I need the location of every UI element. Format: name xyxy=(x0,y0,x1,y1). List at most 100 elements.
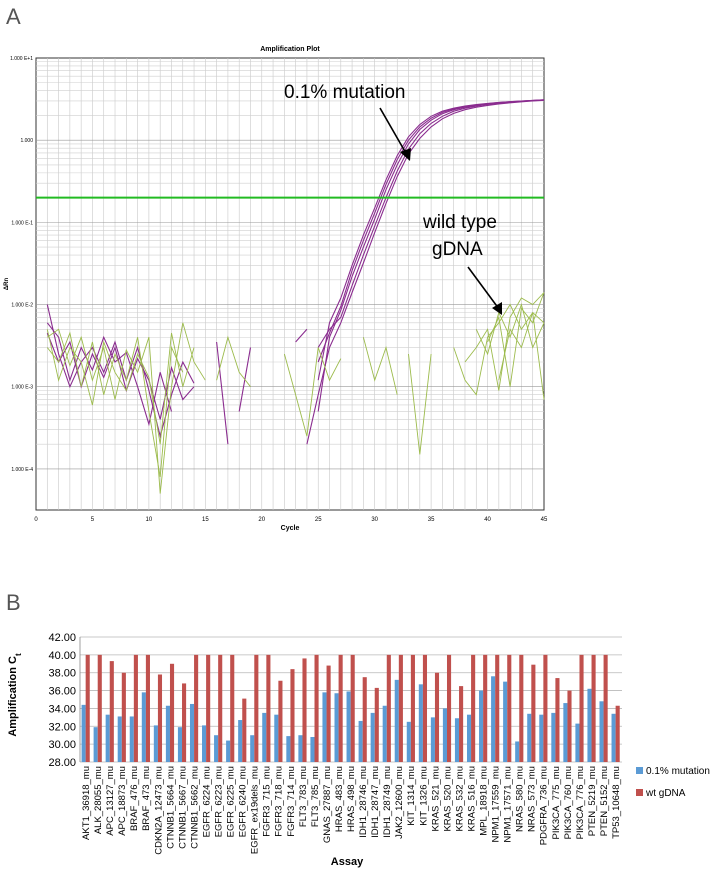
bar-mutation xyxy=(563,703,568,762)
bars-b xyxy=(81,654,620,762)
y-axis-label-b: Amplification Ct xyxy=(7,653,23,737)
category-label: CTNNB1_5667_mu xyxy=(177,766,188,849)
panel-label-b: B xyxy=(6,590,21,615)
y-tick-label-b: 30.00 xyxy=(48,739,76,751)
y-tick-label-a: 1.000 E-1 xyxy=(11,220,33,226)
bar-mutation xyxy=(454,718,460,762)
category-label: KRAS_516_mu xyxy=(466,766,477,831)
bar-mutation xyxy=(274,714,279,762)
bar-mutation xyxy=(189,703,195,762)
bar-wt-gdna xyxy=(182,683,187,762)
arrow-mutation xyxy=(379,107,408,156)
category-label: NRAS_573_mu xyxy=(527,766,538,832)
bar-wt-gdna xyxy=(386,654,391,762)
legend-label: wt gDNA xyxy=(645,788,686,799)
bar-mutation xyxy=(370,712,375,762)
bar-wt-gdna xyxy=(338,654,343,762)
y-tick-label-a: 1.000 E-4 xyxy=(11,467,33,473)
legend-swatch xyxy=(636,789,643,796)
arrow-wild-type xyxy=(467,266,500,310)
bar-mutation xyxy=(503,681,508,762)
bar-wt-gdna xyxy=(483,654,488,762)
x-tick-label-a: 20 xyxy=(258,517,265,523)
category-label: NPM1_17571_mu xyxy=(503,766,514,843)
bar-mutation xyxy=(587,688,592,762)
category-label: BRAF_476_mu xyxy=(129,766,140,831)
bar-mutation xyxy=(527,713,532,762)
category-label: FLT3_783_mu xyxy=(298,766,309,827)
bar-mutation xyxy=(322,692,327,762)
x-tick-label-a: 10 xyxy=(146,517,153,523)
y-tick-label-b: 42.00 xyxy=(48,632,76,644)
bar-wt-gdna xyxy=(507,654,512,762)
category-labels-b: AKT1_36918_mu ALK_28055_mu APC_13127_mu APC… xyxy=(81,766,622,855)
bar-wt-gdna xyxy=(133,654,138,762)
category-label: FGFR3_715_mu xyxy=(262,766,273,837)
panel-label-a: A xyxy=(6,4,21,29)
annotation-wild-type-line1: wild type xyxy=(422,212,497,233)
bar-mutation xyxy=(611,713,616,762)
bar-mutation xyxy=(117,716,122,762)
x-tick-label-a: 25 xyxy=(315,517,322,523)
series-wild-type xyxy=(487,292,545,387)
series-wild-type xyxy=(46,331,184,477)
y-tick-label-b: 28.00 xyxy=(48,757,76,769)
x-tick-label-a: 5 xyxy=(91,517,95,523)
bar-mutation xyxy=(81,704,86,762)
bar-wt-gdna xyxy=(531,664,536,762)
series-wild-type xyxy=(283,347,342,437)
bar-mutation xyxy=(515,741,520,762)
y-tick-label-b: 40.00 xyxy=(48,650,76,662)
bar-mutation xyxy=(214,735,219,762)
category-label: EGFR_6225_mu xyxy=(226,766,237,837)
y-tick-label-b: 38.00 xyxy=(48,668,76,680)
bar-wt-gdna xyxy=(422,654,428,762)
category-label: APC_13127_mu xyxy=(105,766,116,836)
y-tick-label-b: 34.00 xyxy=(48,703,76,715)
category-label: GNAS_27887_mu xyxy=(322,766,333,843)
bar-mutation xyxy=(310,737,315,762)
category-label: PTEN_5152_mu xyxy=(599,766,610,836)
x-tick-label-a: 35 xyxy=(428,517,435,523)
bar-wt-gdna xyxy=(254,654,259,762)
bar-mutation xyxy=(442,708,447,762)
category-label: KIT_1314_mu xyxy=(406,766,417,826)
bar-wt-gdna xyxy=(495,654,500,762)
series-wild-type xyxy=(47,322,206,494)
category-label: CTNNB1_5662_mu xyxy=(189,766,200,849)
bar-wt-gdna xyxy=(362,677,367,762)
category-label: KRAS_521_mu xyxy=(430,766,441,831)
bar-wt-gdna xyxy=(121,672,126,762)
bar-wt-gdna xyxy=(471,654,476,762)
bar-mutation xyxy=(394,679,399,762)
bar-mutation xyxy=(153,725,158,762)
category-label: EGFR_6240_mu xyxy=(238,766,249,837)
bar-wt-gdna xyxy=(326,665,331,762)
series-wild-type xyxy=(46,329,195,445)
category-label: EGFR_6224_mu xyxy=(202,766,213,837)
bar-wt-gdna xyxy=(567,690,572,762)
y-tick-label-b: 32.00 xyxy=(48,721,76,733)
bar-mutation xyxy=(177,727,183,762)
series-a xyxy=(46,99,545,494)
category-label: CDKN2A_12473_mu xyxy=(153,766,164,855)
bar-wt-gdna xyxy=(109,661,114,762)
x-tick-label-a: 45 xyxy=(541,517,548,523)
category-label: TP53_10648_mu xyxy=(611,766,622,839)
bar-wt-gdna xyxy=(410,654,415,762)
bar-wt-gdna xyxy=(555,678,560,762)
x-tick-label-a: 0 xyxy=(34,517,38,523)
bar-mutation xyxy=(479,690,484,762)
category-label: ALK_28055_mu xyxy=(93,766,104,834)
series-wild-type xyxy=(475,302,545,356)
bar-wt-gdna xyxy=(194,654,199,762)
bar-mutation xyxy=(202,725,207,762)
amplification-plot: 0 5 10 15 20 25 30 35 40 45 1.000 E+1 1.000 1.000 E-… xyxy=(4,46,548,532)
category-label: PIK3CA_775_mu xyxy=(551,766,562,839)
x-tick-label-a: 30 xyxy=(371,517,378,523)
category-label: HRAS_498_mu xyxy=(346,766,357,832)
category-label: IDH1_28749_mu xyxy=(382,766,393,838)
ct-bar-chart: 28.00 30.00 32.00 34.00 36.00 38.00 40.00 42.00… xyxy=(7,632,710,868)
bar-mutation xyxy=(575,723,580,762)
bar-mutation xyxy=(466,714,472,762)
